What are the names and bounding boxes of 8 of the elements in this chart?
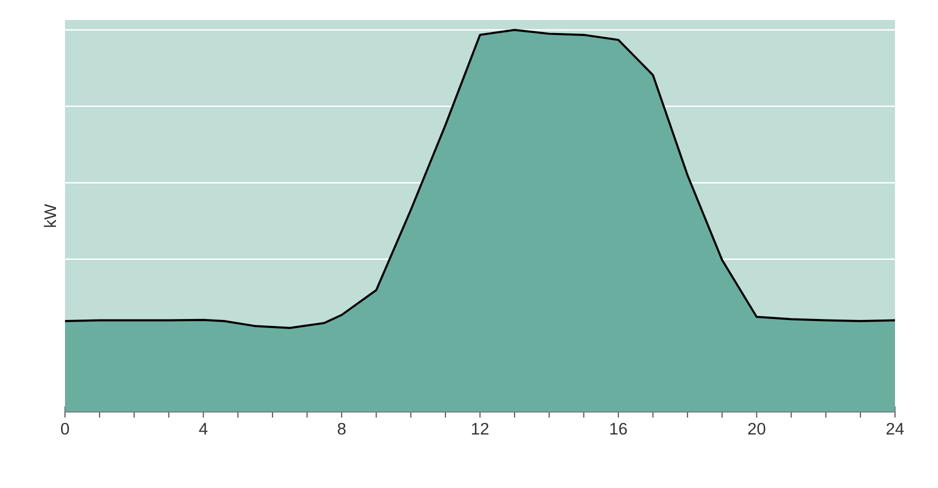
x-tick-label: 20 (748, 422, 766, 435)
x-tick-label: 0 (61, 422, 69, 435)
x-tick-label: 4 (199, 423, 208, 434)
x-tick-label: 8 (338, 422, 346, 435)
x-tick-label: 24 (886, 422, 904, 434)
x-tick-label: 16 (610, 422, 627, 435)
y-axis-title: kW (44, 204, 56, 227)
x-tick-label: 12 (472, 422, 488, 434)
